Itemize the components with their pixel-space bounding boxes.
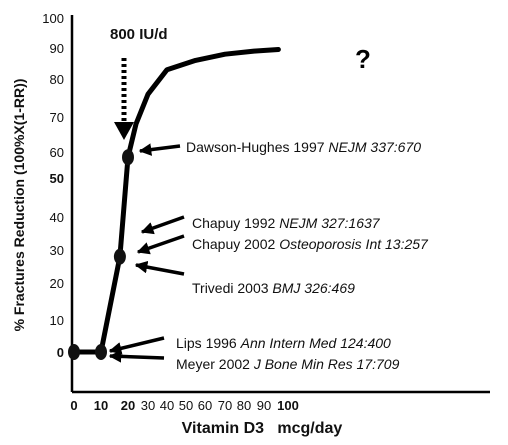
annotation-trivedi-2003: Trivedi 2003 BMJ 326:469 — [192, 280, 355, 296]
x-tick-label: 70 — [218, 398, 232, 413]
top-annotation-arrowhead — [114, 122, 134, 140]
data-point — [113, 248, 126, 265]
y-tick-label: 20 — [50, 276, 64, 291]
data-point — [95, 344, 107, 360]
annotation-meyer-2002: Meyer 2002 J Bone Min Res 17:709 — [176, 356, 400, 372]
x-tick-label: 100 — [277, 398, 299, 413]
y-tick-label: 50 — [50, 171, 64, 186]
arrow-chapuy-1992 — [140, 215, 185, 235]
question-mark: ? — [355, 44, 371, 74]
y-tick-label: 40 — [50, 210, 64, 225]
arrow-lips-1996 — [108, 336, 165, 355]
y-tick-label: 80 — [50, 72, 64, 87]
y-tick-label: 100 — [42, 11, 64, 26]
y-tick-label: 30 — [50, 243, 64, 258]
x-axis-title: Vitamin D3 mcg/day — [182, 420, 343, 437]
data-point — [68, 344, 80, 360]
y-tick-label: 70 — [50, 110, 64, 125]
x-tick-label: 30 — [141, 398, 155, 413]
arrow-chapuy-2002 — [136, 234, 185, 255]
y-tick-label: 90 — [50, 41, 64, 56]
x-tick-label: 20 — [121, 398, 135, 413]
x-tick-label: 90 — [257, 398, 271, 413]
annotation-chapuy-2002: Chapuy 2002 Osteoporosis Int 13:257 — [192, 236, 429, 252]
arrow-trivedi-2003 — [134, 260, 185, 276]
x-tick-label: 10 — [94, 398, 108, 413]
x-tick-label: 80 — [237, 398, 251, 413]
y-tick-label: 60 — [50, 145, 64, 160]
arrow-meyer-2002 — [108, 350, 165, 363]
x-tick-label: 60 — [198, 398, 212, 413]
annotation-chapuy-1992: Chapuy 1992 NEJM 327:1637 — [192, 215, 381, 231]
x-tick-label: 50 — [179, 398, 193, 413]
y-tick-label: 10 — [50, 313, 64, 328]
arrow-dawson-hughes-1997 — [138, 143, 181, 156]
x-tick-label: 40 — [160, 398, 174, 413]
annotation-lips-1996: Lips 1996 Ann Intern Med 124:400 — [176, 335, 391, 351]
series-line — [71, 47, 281, 355]
data-point — [122, 149, 134, 166]
annotation-dawson-hughes-1997: Dawson-Hughes 1997 NEJM 337:670 — [186, 139, 421, 155]
top-annotation-label: 800 IU/d — [110, 26, 168, 43]
x-tick-label: 0 — [70, 398, 77, 413]
y-axis-title: % Fractures Reduction (100%X(1-RR)) — [11, 79, 27, 332]
y-tick-label: 0 — [57, 345, 64, 360]
